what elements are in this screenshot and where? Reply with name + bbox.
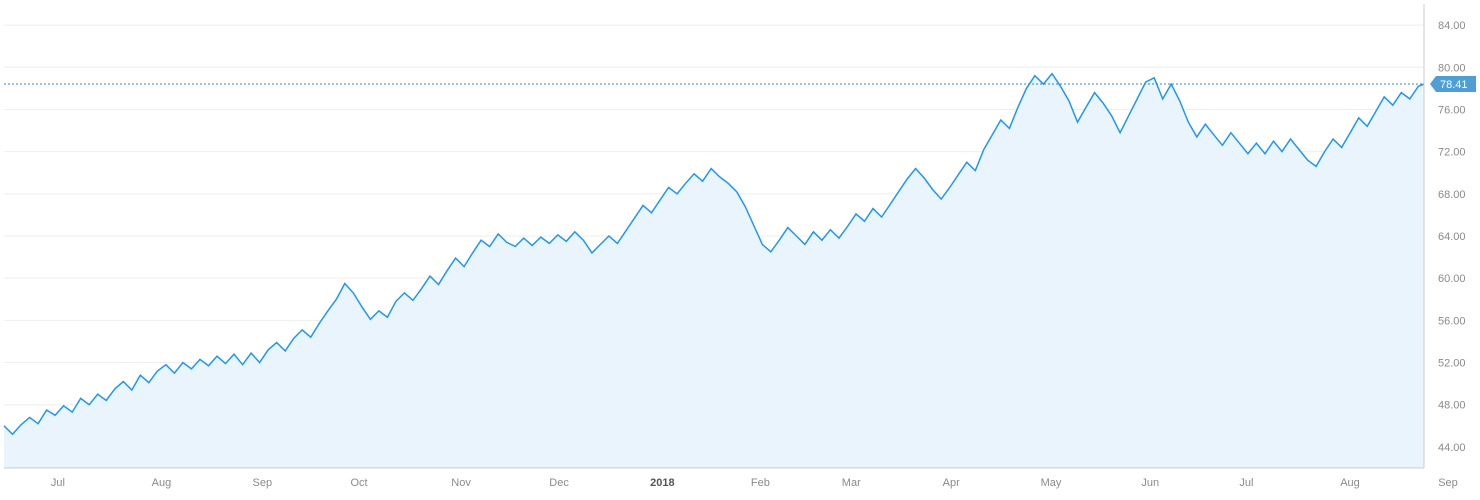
x-tick-label: Sep — [253, 477, 273, 489]
y-tick-label: 64.00 — [1438, 231, 1466, 243]
x-tick-label: Feb — [751, 477, 770, 489]
y-tick-label: 52.00 — [1438, 358, 1466, 370]
x-tick-label: May — [1041, 477, 1062, 489]
x-tick-label: Aug — [1340, 477, 1360, 489]
y-tick-label: 68.00 — [1438, 189, 1466, 201]
y-tick-label: 76.00 — [1438, 104, 1466, 116]
y-tick-label: 44.00 — [1438, 442, 1466, 454]
last-price-value: 78.41 — [1440, 79, 1468, 91]
x-tick-label: Jul — [51, 477, 65, 489]
y-tick-label: 84.00 — [1438, 20, 1466, 32]
x-tick-label: Nov — [451, 477, 471, 489]
y-tick-label: 48.00 — [1438, 400, 1466, 412]
y-tick-label: 72.00 — [1438, 147, 1466, 159]
y-tick-label: 56.00 — [1438, 315, 1466, 327]
y-tick-label: 80.00 — [1438, 62, 1466, 74]
x-tick-label: Aug — [152, 477, 172, 489]
x-tick-label: 2018 — [650, 477, 674, 489]
x-tick-label: Dec — [549, 477, 569, 489]
x-tick-label: Mar — [842, 477, 861, 489]
x-tick-label: Jul — [1239, 477, 1253, 489]
y-tick-label: 60.00 — [1438, 273, 1466, 285]
price-chart: 44.00 48.00 52.00 56.00 60.00 64.00 68.00 72.00… — [0, 0, 1480, 500]
x-tick-label: Sep — [1438, 477, 1458, 489]
x-tick-label: Apr — [943, 477, 960, 489]
x-tick-label: Oct — [350, 477, 367, 489]
chart-canvas[interactable]: 44.00 48.00 52.00 56.00 60.00 64.00 68.00 72.00… — [0, 0, 1480, 500]
x-tick-label: Jun — [1141, 477, 1159, 489]
